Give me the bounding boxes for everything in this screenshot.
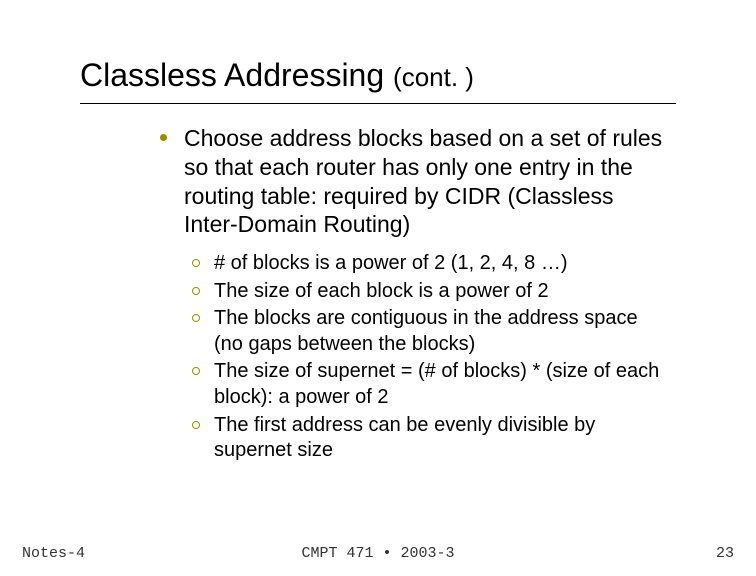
bullet-level2-text: The size of each block is a power of 2 (214, 280, 549, 302)
bullet-level2-text: The first address can be evenly divisibl… (214, 414, 595, 462)
slide-title: Classless Addressing (cont. ) (80, 57, 474, 93)
title-underline (80, 103, 676, 104)
bullet-level2: The first address can be evenly divisibl… (192, 413, 670, 464)
bullet-level2-text: The size of supernet = (# of blocks) * (… (214, 360, 659, 408)
bullet-level2: # of blocks is a power of 2 (1, 2, 4, 8 … (192, 251, 670, 277)
footer-center: CMPT 471 • 2003-3 (0, 545, 756, 562)
bullet-level2-text: # of blocks is a power of 2 (1, 2, 4, 8 … (214, 252, 568, 274)
bullet-level2: The size of each block is a power of 2 (192, 279, 670, 305)
slide: Classless Addressing (cont. ) Choose add… (0, 0, 756, 576)
title-main-text: Classless Addressing (80, 57, 393, 93)
slide-title-wrap: Classless Addressing (cont. ) (80, 58, 680, 93)
footer-page-number: 23 (716, 545, 734, 562)
slide-body: Choose address blocks based on a set of … (160, 124, 670, 466)
bullet-dot-icon (160, 134, 167, 141)
sub-bullet-list: # of blocks is a power of 2 (1, 2, 4, 8 … (192, 251, 670, 464)
bullet-level2: The blocks are contiguous in the address… (192, 306, 670, 357)
bullet-level1: Choose address blocks based on a set of … (160, 124, 670, 239)
bullet-level1-text: Choose address blocks based on a set of … (184, 125, 662, 237)
bullet-ring-icon (192, 259, 200, 267)
bullet-level2: The size of supernet = (# of blocks) * (… (192, 359, 670, 410)
bullet-level2-text: The blocks are contiguous in the address… (214, 307, 638, 355)
bullet-ring-icon (192, 367, 200, 375)
bullet-ring-icon (192, 287, 200, 295)
bullet-ring-icon (192, 314, 200, 322)
title-cont-text: (cont. ) (393, 62, 474, 92)
bullet-ring-icon (192, 421, 200, 429)
